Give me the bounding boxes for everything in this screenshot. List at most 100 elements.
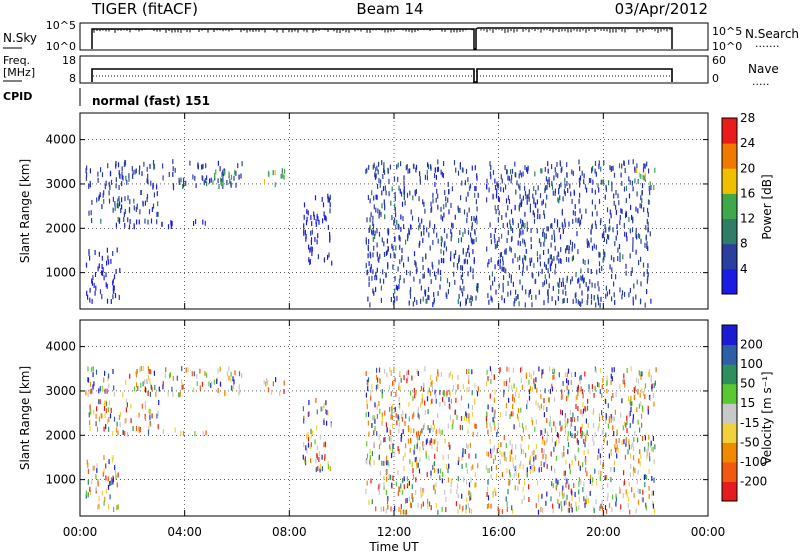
range-cell (515, 189, 517, 195)
range-cell (475, 295, 477, 301)
range-cell (518, 264, 520, 270)
range-cell (412, 195, 414, 201)
range-cell (443, 228, 446, 233)
range-cell (272, 381, 274, 387)
range-cell (102, 471, 104, 477)
range-cell (538, 497, 540, 503)
range-cell (506, 222, 508, 228)
range-cell (112, 369, 114, 374)
range-cell (228, 366, 230, 372)
range-cell (598, 448, 600, 454)
range-cell (636, 479, 638, 485)
range-cell (596, 480, 598, 486)
range-cell (97, 266, 99, 272)
range-cell (391, 186, 393, 192)
range-cell (450, 256, 452, 262)
range-cell (564, 183, 566, 189)
range-cell (403, 476, 405, 482)
range-cell (118, 170, 120, 176)
range-cell (470, 301, 472, 307)
range-cell (640, 238, 642, 244)
range-cell (561, 506, 563, 512)
range-cell (507, 291, 509, 297)
range-cell (455, 501, 457, 507)
range-cell (376, 275, 378, 281)
range-cell (318, 219, 320, 225)
range-cell (85, 490, 87, 496)
range-cell (585, 282, 587, 287)
range-cell (599, 506, 601, 511)
range-cell (429, 245, 431, 251)
range-cell (390, 297, 392, 302)
range-cell (467, 403, 470, 409)
range-cell (199, 385, 201, 391)
range-cell (635, 228, 637, 234)
range-cell (513, 383, 515, 389)
range-cell (394, 203, 396, 209)
range-cell (525, 248, 527, 254)
range-cell (582, 258, 584, 264)
range-cell (432, 420, 434, 426)
range-cell (202, 175, 204, 181)
range-cell (647, 221, 649, 227)
range-cell (112, 196, 114, 202)
range-cell (422, 237, 424, 243)
range-cell (470, 465, 472, 471)
range-cell (519, 463, 521, 469)
range-cell (577, 391, 579, 397)
range-cell (403, 185, 405, 191)
range-cell (123, 217, 125, 222)
range-cell (235, 182, 237, 188)
range-cell (578, 376, 581, 382)
range-cell (136, 368, 138, 374)
range-cell (379, 482, 381, 488)
range-cell (461, 167, 463, 173)
range-cell (101, 172, 104, 178)
range-cell (412, 301, 414, 307)
velocity-y-axis-label: Slant Range [km] (18, 366, 32, 470)
range-cell (506, 238, 508, 243)
range-cell (462, 291, 464, 297)
range-cell (530, 244, 532, 250)
range-cell (603, 230, 605, 236)
range-cell (647, 409, 649, 415)
range-cell (570, 379, 572, 385)
range-cell (440, 258, 443, 263)
range-cell (549, 421, 551, 427)
range-cell (582, 393, 584, 399)
range-cell (568, 501, 570, 507)
range-cell (528, 395, 531, 401)
range-cell (395, 481, 397, 487)
range-cell (410, 209, 412, 215)
range-cell (101, 270, 103, 276)
range-cell (535, 189, 537, 195)
range-cell (107, 163, 109, 169)
range-cell (652, 500, 654, 506)
range-cell (91, 366, 93, 372)
range-cell (112, 207, 114, 213)
range-cell (498, 259, 500, 265)
y-tick-label: 3000 (45, 384, 76, 398)
range-cell (103, 455, 105, 461)
range-cell (459, 164, 461, 170)
range-cell (625, 270, 627, 276)
range-cell (647, 212, 649, 218)
range-cell (386, 460, 388, 466)
range-cell (399, 259, 401, 265)
range-cell (646, 241, 648, 247)
range-cell (646, 244, 648, 249)
range-cell (394, 253, 396, 259)
range-cell (202, 163, 204, 169)
range-cell (469, 183, 472, 189)
range-cell (388, 384, 391, 390)
range-cell (370, 263, 372, 269)
range-cell (370, 212, 372, 218)
range-cell (302, 406, 304, 412)
range-cell (616, 230, 618, 236)
range-cell (97, 481, 99, 487)
range-cell (144, 404, 147, 410)
freq-tick-right-top: 60 (712, 54, 726, 67)
range-cell (562, 289, 564, 295)
range-cell (633, 492, 635, 498)
range-cell (314, 195, 317, 201)
